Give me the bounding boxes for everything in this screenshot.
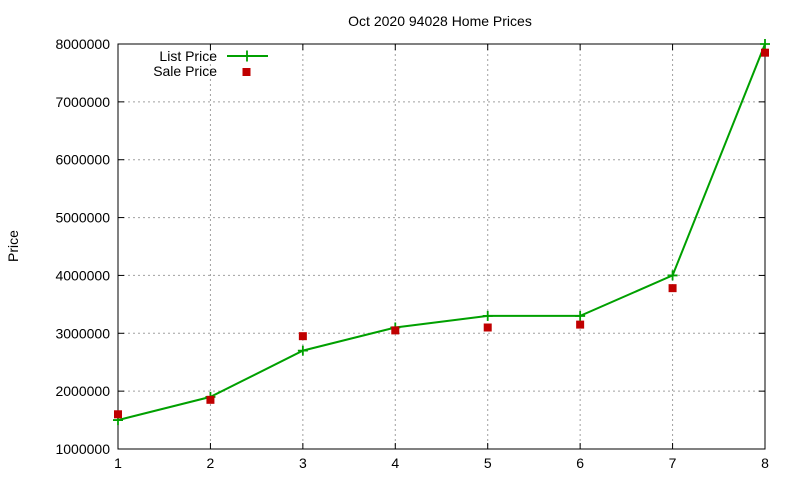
- legend-marker-sale-price: [242, 68, 251, 76]
- list-price-point: [482, 310, 493, 321]
- x-tick-label: 6: [576, 455, 584, 471]
- list-price-point: [667, 270, 678, 281]
- x-tick-label: 2: [207, 455, 215, 471]
- grid: [118, 44, 765, 449]
- list-price-point: [575, 310, 586, 321]
- list-price-point: [297, 345, 308, 356]
- y-tick-label: 3000000: [55, 325, 110, 341]
- list-price-line: [117, 43, 766, 422]
- y-tick-label: 7000000: [55, 94, 110, 110]
- sale-price-point: [576, 320, 585, 329]
- series-layer: [113, 39, 770, 426]
- sale-price-point: [483, 323, 492, 332]
- y-tick-label: 2000000: [55, 383, 110, 399]
- y-tick-label: 4000000: [55, 267, 110, 283]
- x-tick-label: 3: [299, 455, 307, 471]
- sale-price-point: [114, 410, 122, 419]
- legend-label-sale-price: Sale Price: [153, 63, 217, 79]
- chart-title: Oct 2020 94028 Home Prices: [348, 13, 532, 29]
- x-tick-label: 5: [484, 455, 492, 471]
- x-tick-label: 1: [114, 455, 122, 471]
- plot-frame: [117, 43, 766, 450]
- x-tick-label: 4: [391, 455, 399, 471]
- x-tick-label: 8: [761, 455, 769, 471]
- y-tick-label: 6000000: [55, 152, 110, 168]
- axis-ticks: 1000000 2000000 3000000 4000000 5000000 60000…: [55, 36, 769, 471]
- y-axis-label: Price: [5, 230, 21, 262]
- sale-price-point: [668, 284, 677, 293]
- sale-price-point: [761, 48, 769, 57]
- y-tick-label: 1000000: [55, 441, 110, 457]
- sale-price-point: [391, 326, 400, 335]
- y-tick-label: 5000000: [55, 210, 110, 226]
- y-tick-label: 8000000: [55, 36, 110, 52]
- sale-price-point: [298, 332, 307, 341]
- legend-label-list-price: List Price: [159, 48, 217, 64]
- sale-price-point: [206, 395, 215, 404]
- x-tick-label: 7: [669, 455, 677, 471]
- legend: List Price Sale Price: [153, 48, 268, 79]
- list-price-point: [760, 39, 770, 49]
- legend-marker-list-price: [241, 50, 253, 62]
